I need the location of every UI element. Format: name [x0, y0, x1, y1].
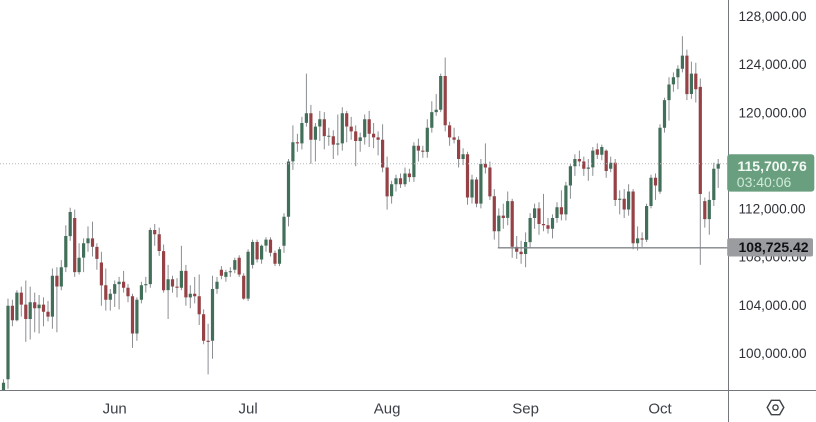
svg-text:Oct: Oct [648, 401, 672, 418]
svg-text:124,000.00: 124,000.00 [739, 57, 807, 72]
svg-text:Jun: Jun [103, 401, 127, 418]
svg-text:Aug: Aug [374, 401, 401, 418]
svg-text:100,000.00: 100,000.00 [739, 346, 807, 361]
svg-text:115,700.76: 115,700.76 [738, 158, 808, 174]
svg-text:112,000.00: 112,000.00 [739, 202, 806, 217]
svg-text:120,000.00: 120,000.00 [739, 105, 807, 120]
svg-text:108,725.42: 108,725.42 [739, 239, 809, 255]
svg-text:104,000.00: 104,000.00 [739, 298, 807, 313]
svg-text:03:40:06: 03:40:06 [737, 174, 792, 190]
svg-text:Jul: Jul [239, 401, 258, 418]
svg-text:128,000.00: 128,000.00 [739, 9, 807, 24]
svg-text:Sep: Sep [512, 401, 539, 418]
